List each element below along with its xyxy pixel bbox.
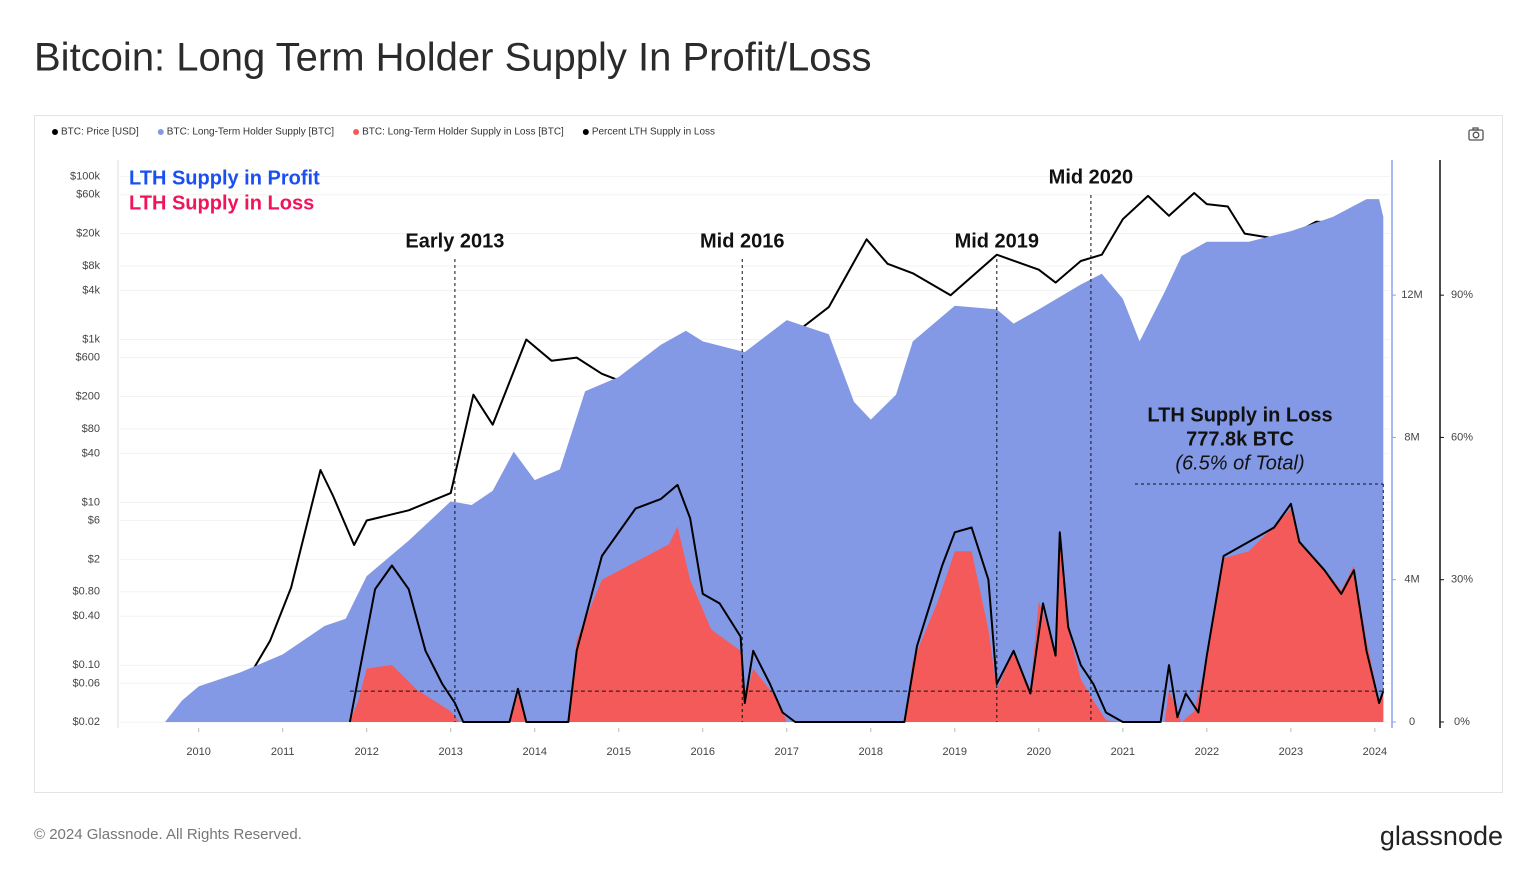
y3-tick-label: 0% [1454,716,1470,728]
x-tick-label: 2020 [1027,746,1051,758]
y3-tick-label: 60% [1451,431,1473,443]
y-tick-label: $0.80 [72,586,100,598]
y-tick-label: $200 [76,390,100,402]
callout-text: 777.8k BTC [1186,428,1294,450]
y-tick-label: $6 [88,514,100,526]
y-tick-label: $0.06 [72,677,100,689]
x-tick-label: 2018 [859,746,883,758]
legend-marker [353,129,360,135]
x-tick-label: 2010 [186,746,210,758]
y-tick-label: $80 [82,423,100,435]
y3-tick-label: 90% [1451,289,1473,301]
camera-icon[interactable] [1468,127,1484,141]
legend-marker [157,129,164,135]
legend-marker [52,129,58,135]
x-tick-label: 2024 [1363,746,1387,758]
legend-label: BTC: Long-Term Holder Supply [BTC] [167,127,335,138]
brand-logo: glassnode [1380,821,1503,851]
annotation-label: Mid 2016 [700,230,784,252]
y-tick-label: $100k [70,171,100,183]
y-tick-label: $0.40 [72,610,100,622]
legend-marker [582,129,589,135]
y-tick-label: $600 [76,351,100,363]
callout-text: (6.5% of Total) [1175,452,1304,474]
x-tick-label: 2021 [1111,746,1135,758]
x-tick-label: 2022 [1195,746,1219,758]
chart-title: Bitcoin: Long Term Holder Supply In Prof… [34,36,871,80]
x-tick-label: 2016 [691,746,715,758]
y2-tick-label: 8M [1404,431,1419,443]
annotation-label: Mid 2020 [1049,166,1133,188]
y2-tick-label: 4M [1404,574,1419,586]
callout-text: LTH Supply in Loss [1147,404,1332,426]
x-tick-label: 2023 [1279,746,1303,758]
chart-frame [34,115,1503,793]
y-tick-label: $2 [88,553,100,565]
y-tick-label: $4k [82,284,100,296]
legend-item[interactable]: BTC: Long-Term Holder Supply [BTC] [157,127,335,138]
legend-label: Percent LTH Supply in Loss [592,127,715,138]
y3-tick-label: 30% [1451,574,1473,586]
annotation-label: Mid 2019 [955,230,1039,252]
x-tick-label: 2013 [438,746,462,758]
legend-item[interactable]: Percent LTH Supply in Loss [582,127,715,138]
y-tick-label: $10 [82,496,100,508]
area [349,508,1384,722]
legend-label: BTC: Price [USD] [61,127,139,138]
y-tick-label: $60k [76,189,100,201]
legend-label: BTC: Long-Term Holder Supply in Loss [BT… [362,127,564,138]
y2-tick-label: 12M [1401,289,1422,301]
x-tick-label: 2011 [271,746,295,758]
y-tick-label: $0.02 [72,716,100,728]
area-label: LTH Supply in Profit [129,167,320,189]
area [165,199,1384,723]
x-tick-label: 2015 [606,746,630,758]
x-tick-label: 2012 [354,746,378,758]
x-tick-label: 2019 [943,746,967,758]
y-tick-label: $8k [82,260,100,272]
legend-item[interactable]: BTC: Long-Term Holder Supply in Loss [BT… [353,127,564,138]
y-tick-label: $0.10 [72,659,100,671]
annotation-label: Early 2013 [405,230,504,252]
x-tick-label: 2014 [522,746,546,758]
x-tick-label: 2017 [775,746,799,758]
area-label: LTH Supply in Loss [129,192,314,214]
line [348,483,1385,723]
line [244,192,1376,684]
y-tick-label: $20k [76,227,100,239]
y-tick-label: $1k [82,333,100,345]
y-tick-label: $40 [82,447,100,459]
footer: © 2024 Glassnode. All Rights Reserved. [34,826,302,843]
y2-tick-label: 0 [1409,716,1415,728]
legend-item[interactable]: BTC: Price [USD] [52,127,139,138]
